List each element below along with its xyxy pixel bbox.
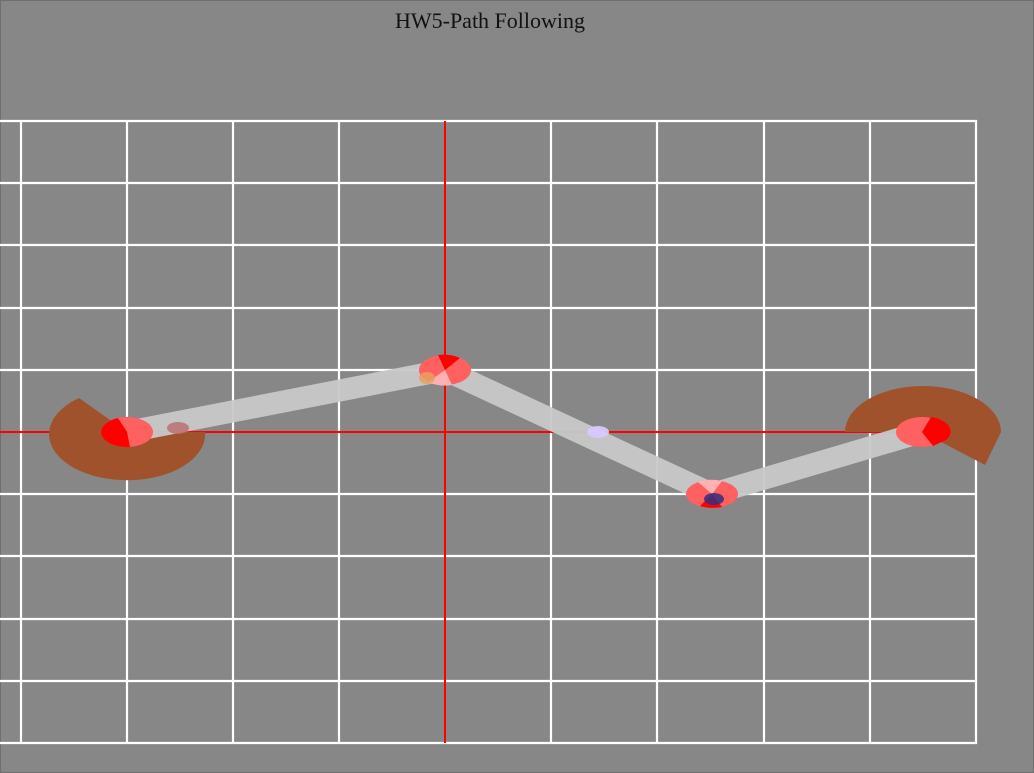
agent-1 [419,372,435,384]
agent-2 [167,422,189,434]
agents [167,372,724,505]
agent-4 [704,493,724,505]
path-band [124,358,926,506]
waypoint-2[interactable] [419,354,471,386]
waypoint-1[interactable] [100,417,153,448]
waypoint-4[interactable] [896,417,951,447]
page-title: HW5-Path Following [394,8,586,33]
agent-3 [587,426,609,438]
